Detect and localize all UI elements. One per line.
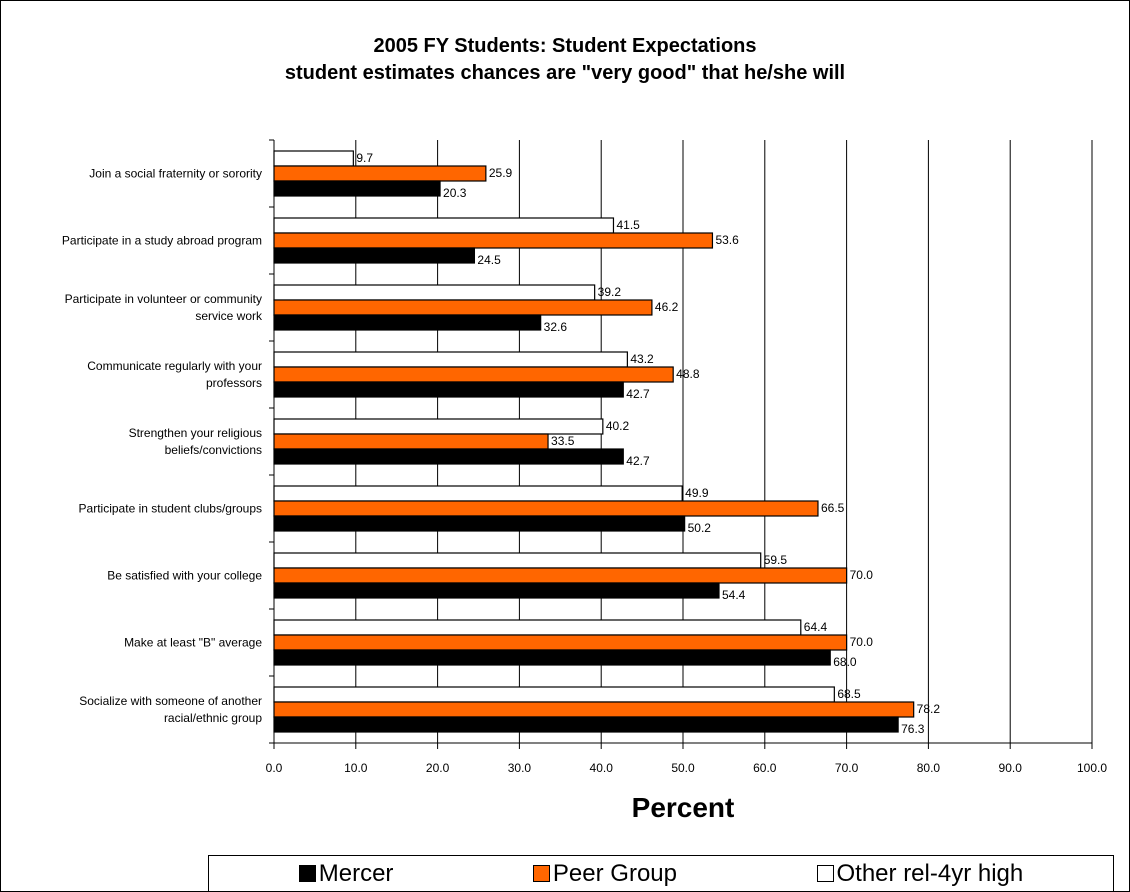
data-label-mercer: 54.4 xyxy=(722,588,746,602)
category-label: Join a social fraternity or sorority xyxy=(89,167,262,181)
data-label-other: 39.2 xyxy=(598,285,622,299)
bar-other xyxy=(273,686,835,703)
category-label: beliefs/convictions xyxy=(165,443,262,457)
x-tick-label: 30.0 xyxy=(508,761,532,775)
x-axis-title: Percent xyxy=(632,792,735,823)
bar-other xyxy=(273,351,628,368)
data-label-peer-group: 25.9 xyxy=(489,166,513,180)
data-label-other: 9.7 xyxy=(356,151,373,165)
bar-peer-group xyxy=(273,500,819,517)
bar-mercer xyxy=(273,716,899,733)
category-label: Be satisfied with your college xyxy=(107,569,262,583)
category-label: racial/ethnic group xyxy=(164,711,262,725)
data-label-peer-group: 48.8 xyxy=(676,367,700,381)
chart-title-line1: 2005 FY Students: Student Expectations xyxy=(373,35,757,57)
legend: Mercer Peer Group Other rel-4yr high xyxy=(208,855,1114,892)
legend-item-mercer: Mercer xyxy=(298,859,394,888)
legend-swatch-mercer xyxy=(298,865,316,882)
bar-mercer xyxy=(273,381,624,398)
bar-peer-group xyxy=(273,634,848,651)
data-label-peer-group: 70.0 xyxy=(850,635,874,649)
data-label-peer-group: 70.0 xyxy=(850,568,874,582)
bar-mercer xyxy=(273,448,624,465)
bar-other xyxy=(273,150,354,167)
bar-mercer xyxy=(273,515,686,532)
bar-mercer xyxy=(273,247,476,264)
x-tick-label: 40.0 xyxy=(590,761,614,775)
bar-mercer xyxy=(273,582,720,599)
data-label-other: 40.2 xyxy=(606,419,630,433)
data-label-other: 64.4 xyxy=(804,620,828,634)
x-tick-label: 90.0 xyxy=(999,761,1023,775)
data-label-mercer: 42.7 xyxy=(626,454,650,468)
bar-mercer xyxy=(273,180,441,197)
bar-peer-group xyxy=(273,701,915,718)
legend-label-mercer: Mercer xyxy=(318,859,394,887)
data-label-peer-group: 53.6 xyxy=(715,233,739,247)
bar-other xyxy=(273,619,802,636)
data-label-mercer: 32.6 xyxy=(544,320,568,334)
legend-label-other: Other rel-4yr high xyxy=(836,859,1024,887)
x-tick-label: 50.0 xyxy=(671,761,695,775)
category-label: Participate in student clubs/groups xyxy=(79,502,262,516)
data-label-other: 68.5 xyxy=(837,687,861,701)
category-label: Participate in volunteer or community xyxy=(65,292,262,306)
data-label-mercer: 68.0 xyxy=(833,655,857,669)
bar-other xyxy=(273,552,762,569)
data-label-mercer: 20.3 xyxy=(443,186,467,200)
category-label: Socialize with someone of another xyxy=(79,694,262,708)
x-tick-label: 20.0 xyxy=(426,761,450,775)
chart-subtitle: student estimates chances are "very good… xyxy=(284,62,846,84)
data-label-peer-group: 33.5 xyxy=(551,434,575,448)
bar-mercer xyxy=(273,649,831,666)
x-tick-label: 100.0 xyxy=(1077,761,1107,775)
legend-item-peer-group: Peer Group xyxy=(532,859,677,888)
legend-item-other: Other rel-4yr high xyxy=(816,859,1024,888)
data-label-other: 43.2 xyxy=(630,352,654,366)
bar-other xyxy=(273,418,604,435)
bar-mercer xyxy=(273,314,542,331)
x-tick-label: 10.0 xyxy=(344,761,368,775)
x-tick-label: 80.0 xyxy=(917,761,941,775)
data-label-peer-group: 66.5 xyxy=(821,501,845,515)
legend-label-peer-group: Peer Group xyxy=(552,859,677,887)
data-label-other: 49.9 xyxy=(685,486,709,500)
bar-peer-group xyxy=(273,232,714,249)
x-tick-label: 0.0 xyxy=(266,761,283,775)
category-label: Participate in a study abroad program xyxy=(62,234,262,248)
category-label: professors xyxy=(206,376,262,390)
x-tick-label: 60.0 xyxy=(753,761,777,775)
data-label-mercer: 76.3 xyxy=(901,722,925,736)
bar-peer-group xyxy=(273,433,549,450)
category-label: Communicate regularly with your xyxy=(87,359,262,373)
legend-swatch-peer-group xyxy=(532,865,550,882)
category-label: Make at least "B" average xyxy=(124,636,262,650)
category-label: Strengthen your religious xyxy=(129,426,262,440)
data-label-peer-group: 46.2 xyxy=(655,300,679,314)
bar-peer-group xyxy=(273,299,653,316)
data-label-mercer: 24.5 xyxy=(477,253,501,267)
data-label-mercer: 42.7 xyxy=(626,387,650,401)
data-label-other: 41.5 xyxy=(616,218,640,232)
data-label-mercer: 50.2 xyxy=(688,521,712,535)
bar-other xyxy=(273,284,596,301)
data-label-peer-group: 78.2 xyxy=(917,702,941,716)
bar-other xyxy=(273,485,683,502)
legend-swatch-other xyxy=(816,865,834,882)
chart-title: 2005 FY Students: Student Expectations s… xyxy=(0,33,1130,87)
data-label-other: 59.5 xyxy=(764,553,788,567)
category-label: service work xyxy=(195,309,263,323)
bar-peer-group xyxy=(273,567,848,584)
bar-other xyxy=(273,217,615,234)
x-tick-label: 70.0 xyxy=(835,761,859,775)
bar-peer-group xyxy=(273,366,674,383)
bar-peer-group xyxy=(273,165,487,182)
